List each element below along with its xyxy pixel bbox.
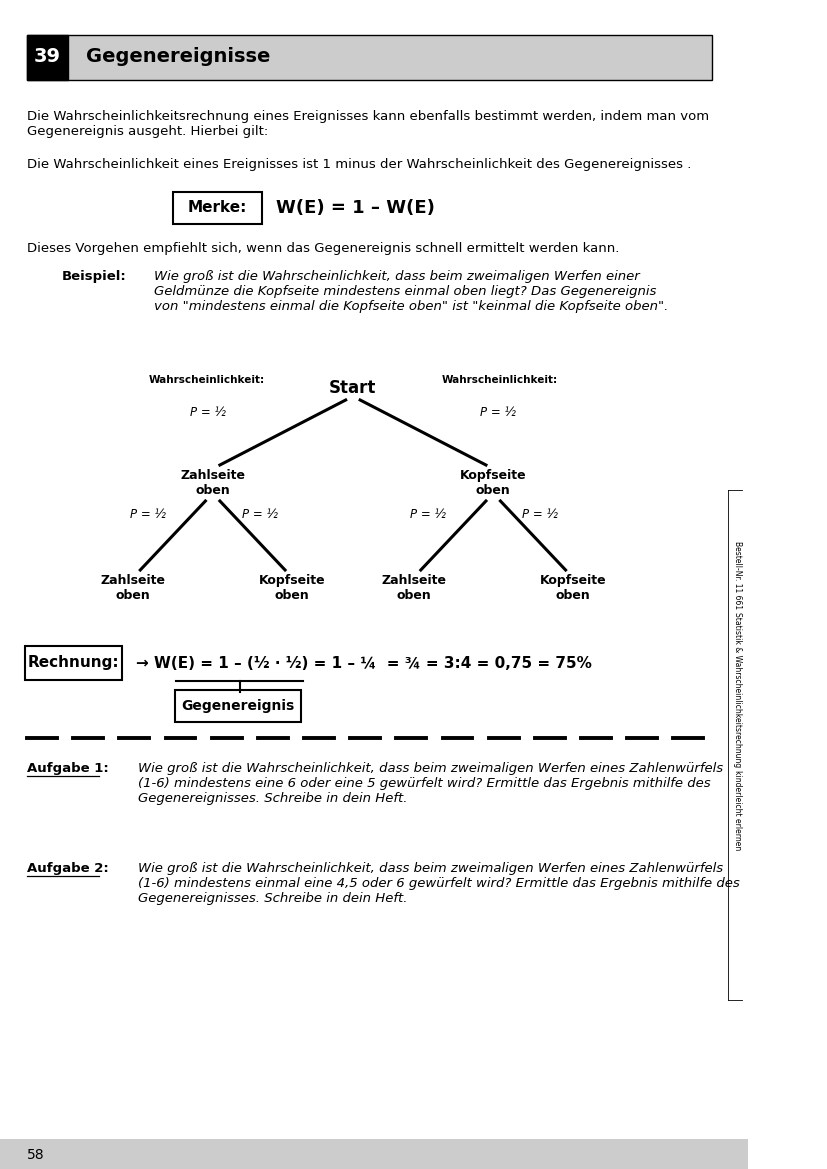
Text: Gegenereignisse: Gegenereignisse [86,48,270,67]
Text: Statistik & Wahrscheinlichkeitsrechnung: Statistik & Wahrscheinlichkeitsrechnung [733,613,742,768]
Text: 39: 39 [34,48,60,67]
Text: P = ½: P = ½ [130,509,165,521]
Text: P = ½: P = ½ [190,407,226,420]
FancyBboxPatch shape [0,1139,748,1169]
Text: Wie groß ist die Wahrscheinlichkeit, dass beim zweimaligen Werfen einer
Geldmünz: Wie groß ist die Wahrscheinlichkeit, das… [154,270,668,313]
Text: W(E) = 1 – W(E): W(E) = 1 – W(E) [276,199,435,217]
Text: Zahlseite
oben: Zahlseite oben [180,469,245,497]
Text: Beispiel:: Beispiel: [61,270,127,283]
Text: kinderleicht erlernen: kinderleicht erlernen [733,770,742,850]
Text: P = ½: P = ½ [480,407,516,420]
Text: → W(E) = 1 – (½ · ½) = 1 – ¼  = ¾ = 3:4 = 0,75 = 75%: → W(E) = 1 – (½ · ½) = 1 – ¼ = ¾ = 3:4 =… [136,656,591,671]
Text: Kopfseite
oben: Kopfseite oben [539,574,606,602]
FancyBboxPatch shape [27,35,68,79]
FancyBboxPatch shape [173,192,262,224]
Text: Wahrscheinlichkeit:: Wahrscheinlichkeit: [442,375,557,385]
Text: Die Wahrscheinlichkeit eines Ereignisses ist 1 minus der Wahrscheinlichkeit des : Die Wahrscheinlichkeit eines Ereignisses… [27,158,691,171]
Text: Dieses Vorgehen empfiehlt sich, wenn das Gegenereignis schnell ermittelt werden : Dieses Vorgehen empfiehlt sich, wenn das… [27,242,619,255]
FancyBboxPatch shape [175,690,301,722]
FancyBboxPatch shape [27,35,712,79]
Text: Die Wahrscheinlichkeitsrechnung eines Ereignisses kann ebenfalls bestimmt werden: Die Wahrscheinlichkeitsrechnung eines Er… [27,110,710,138]
Text: Zahlseite
oben: Zahlseite oben [381,574,446,602]
Text: P = ½: P = ½ [241,509,278,521]
Text: Bestell-Nr. 11 661: Bestell-Nr. 11 661 [733,541,742,609]
Text: Zahlseite
oben: Zahlseite oben [101,574,165,602]
Text: Wahrscheinlichkeit:: Wahrscheinlichkeit: [148,375,265,385]
Text: Wie groß ist die Wahrscheinlichkeit, dass beim zweimaligen Werfen eines Zahlenwü: Wie groß ist die Wahrscheinlichkeit, das… [137,862,739,905]
Text: Gegenereignis: Gegenereignis [181,699,294,713]
Text: Wie groß ist die Wahrscheinlichkeit, dass beim zweimaligen Werfen eines Zahlenwü: Wie groß ist die Wahrscheinlichkeit, das… [137,762,723,805]
Text: Start: Start [329,379,376,397]
Text: P = ½: P = ½ [410,509,446,521]
Text: P = ½: P = ½ [523,509,558,521]
Text: Merke:: Merke: [188,201,247,215]
FancyBboxPatch shape [26,646,122,680]
Text: Aufgabe 1:: Aufgabe 1: [27,762,109,775]
Text: Rechnung:: Rechnung: [27,656,119,671]
Text: 58: 58 [27,1148,45,1162]
Text: Kopfseite
oben: Kopfseite oben [259,574,326,602]
Text: Kopfseite
oben: Kopfseite oben [460,469,527,497]
Text: Aufgabe 2:: Aufgabe 2: [27,862,109,876]
